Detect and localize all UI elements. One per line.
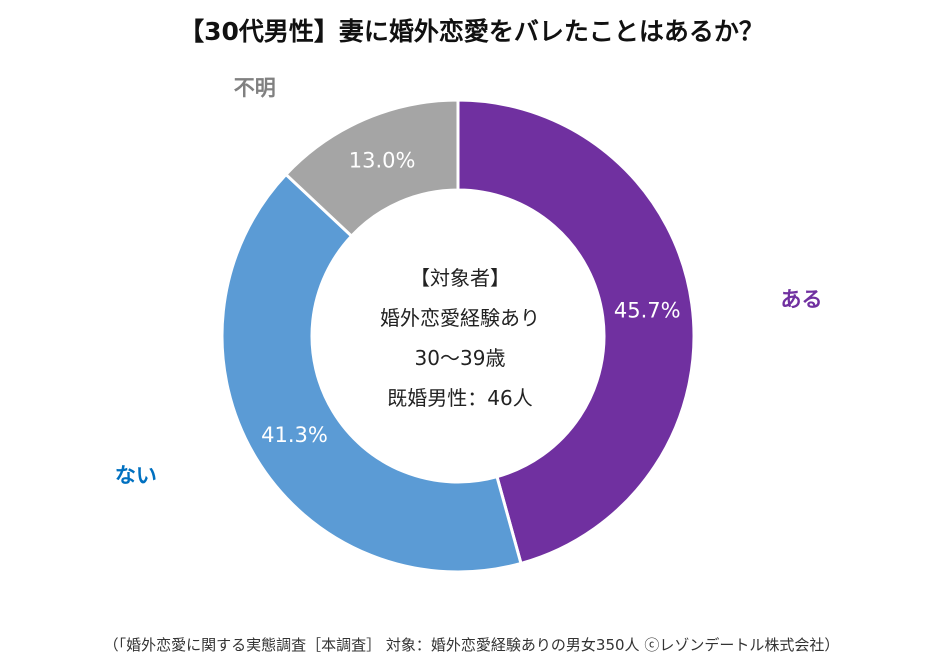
slice-2 [220,172,523,574]
slice-category-label-3: 不明 [234,76,276,100]
slice-category-label-1: ある [781,288,823,312]
chart-title: 【30代男性】妻に婚外恋愛をバレたことはあるか？ [179,17,764,46]
slice-value-label-2: 41.3% [261,423,328,447]
slice-value-label-1: 45.7% [614,298,681,322]
slice-category-label-2: ない [115,464,157,488]
slice-3 [283,98,460,239]
slice-value-label-3: 13.0% [349,149,416,173]
slice-1 [456,98,696,566]
center-age-label: 30～39歳 [414,346,506,370]
center-target-label: 【対象者】 [410,266,510,290]
center-experience-label: 婚外恋愛経験あり [380,306,540,330]
source-footnote: （「婚外恋愛に関する実態調査［本調査］ 対象：婚外恋愛経験ありの男女350人 ⓒ… [103,636,840,654]
center-sample-label: 既婚男性：46人 [387,386,533,410]
